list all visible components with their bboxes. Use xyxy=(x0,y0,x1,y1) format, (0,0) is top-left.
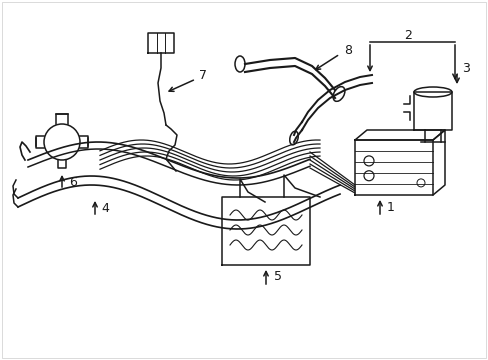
Text: 7: 7 xyxy=(199,68,206,81)
Text: 4: 4 xyxy=(101,202,109,215)
Text: 6: 6 xyxy=(69,176,77,189)
Text: 3: 3 xyxy=(461,62,469,75)
Text: 5: 5 xyxy=(273,270,282,284)
Text: 1: 1 xyxy=(386,201,394,213)
Text: 2: 2 xyxy=(403,28,411,41)
Text: 8: 8 xyxy=(343,44,351,57)
